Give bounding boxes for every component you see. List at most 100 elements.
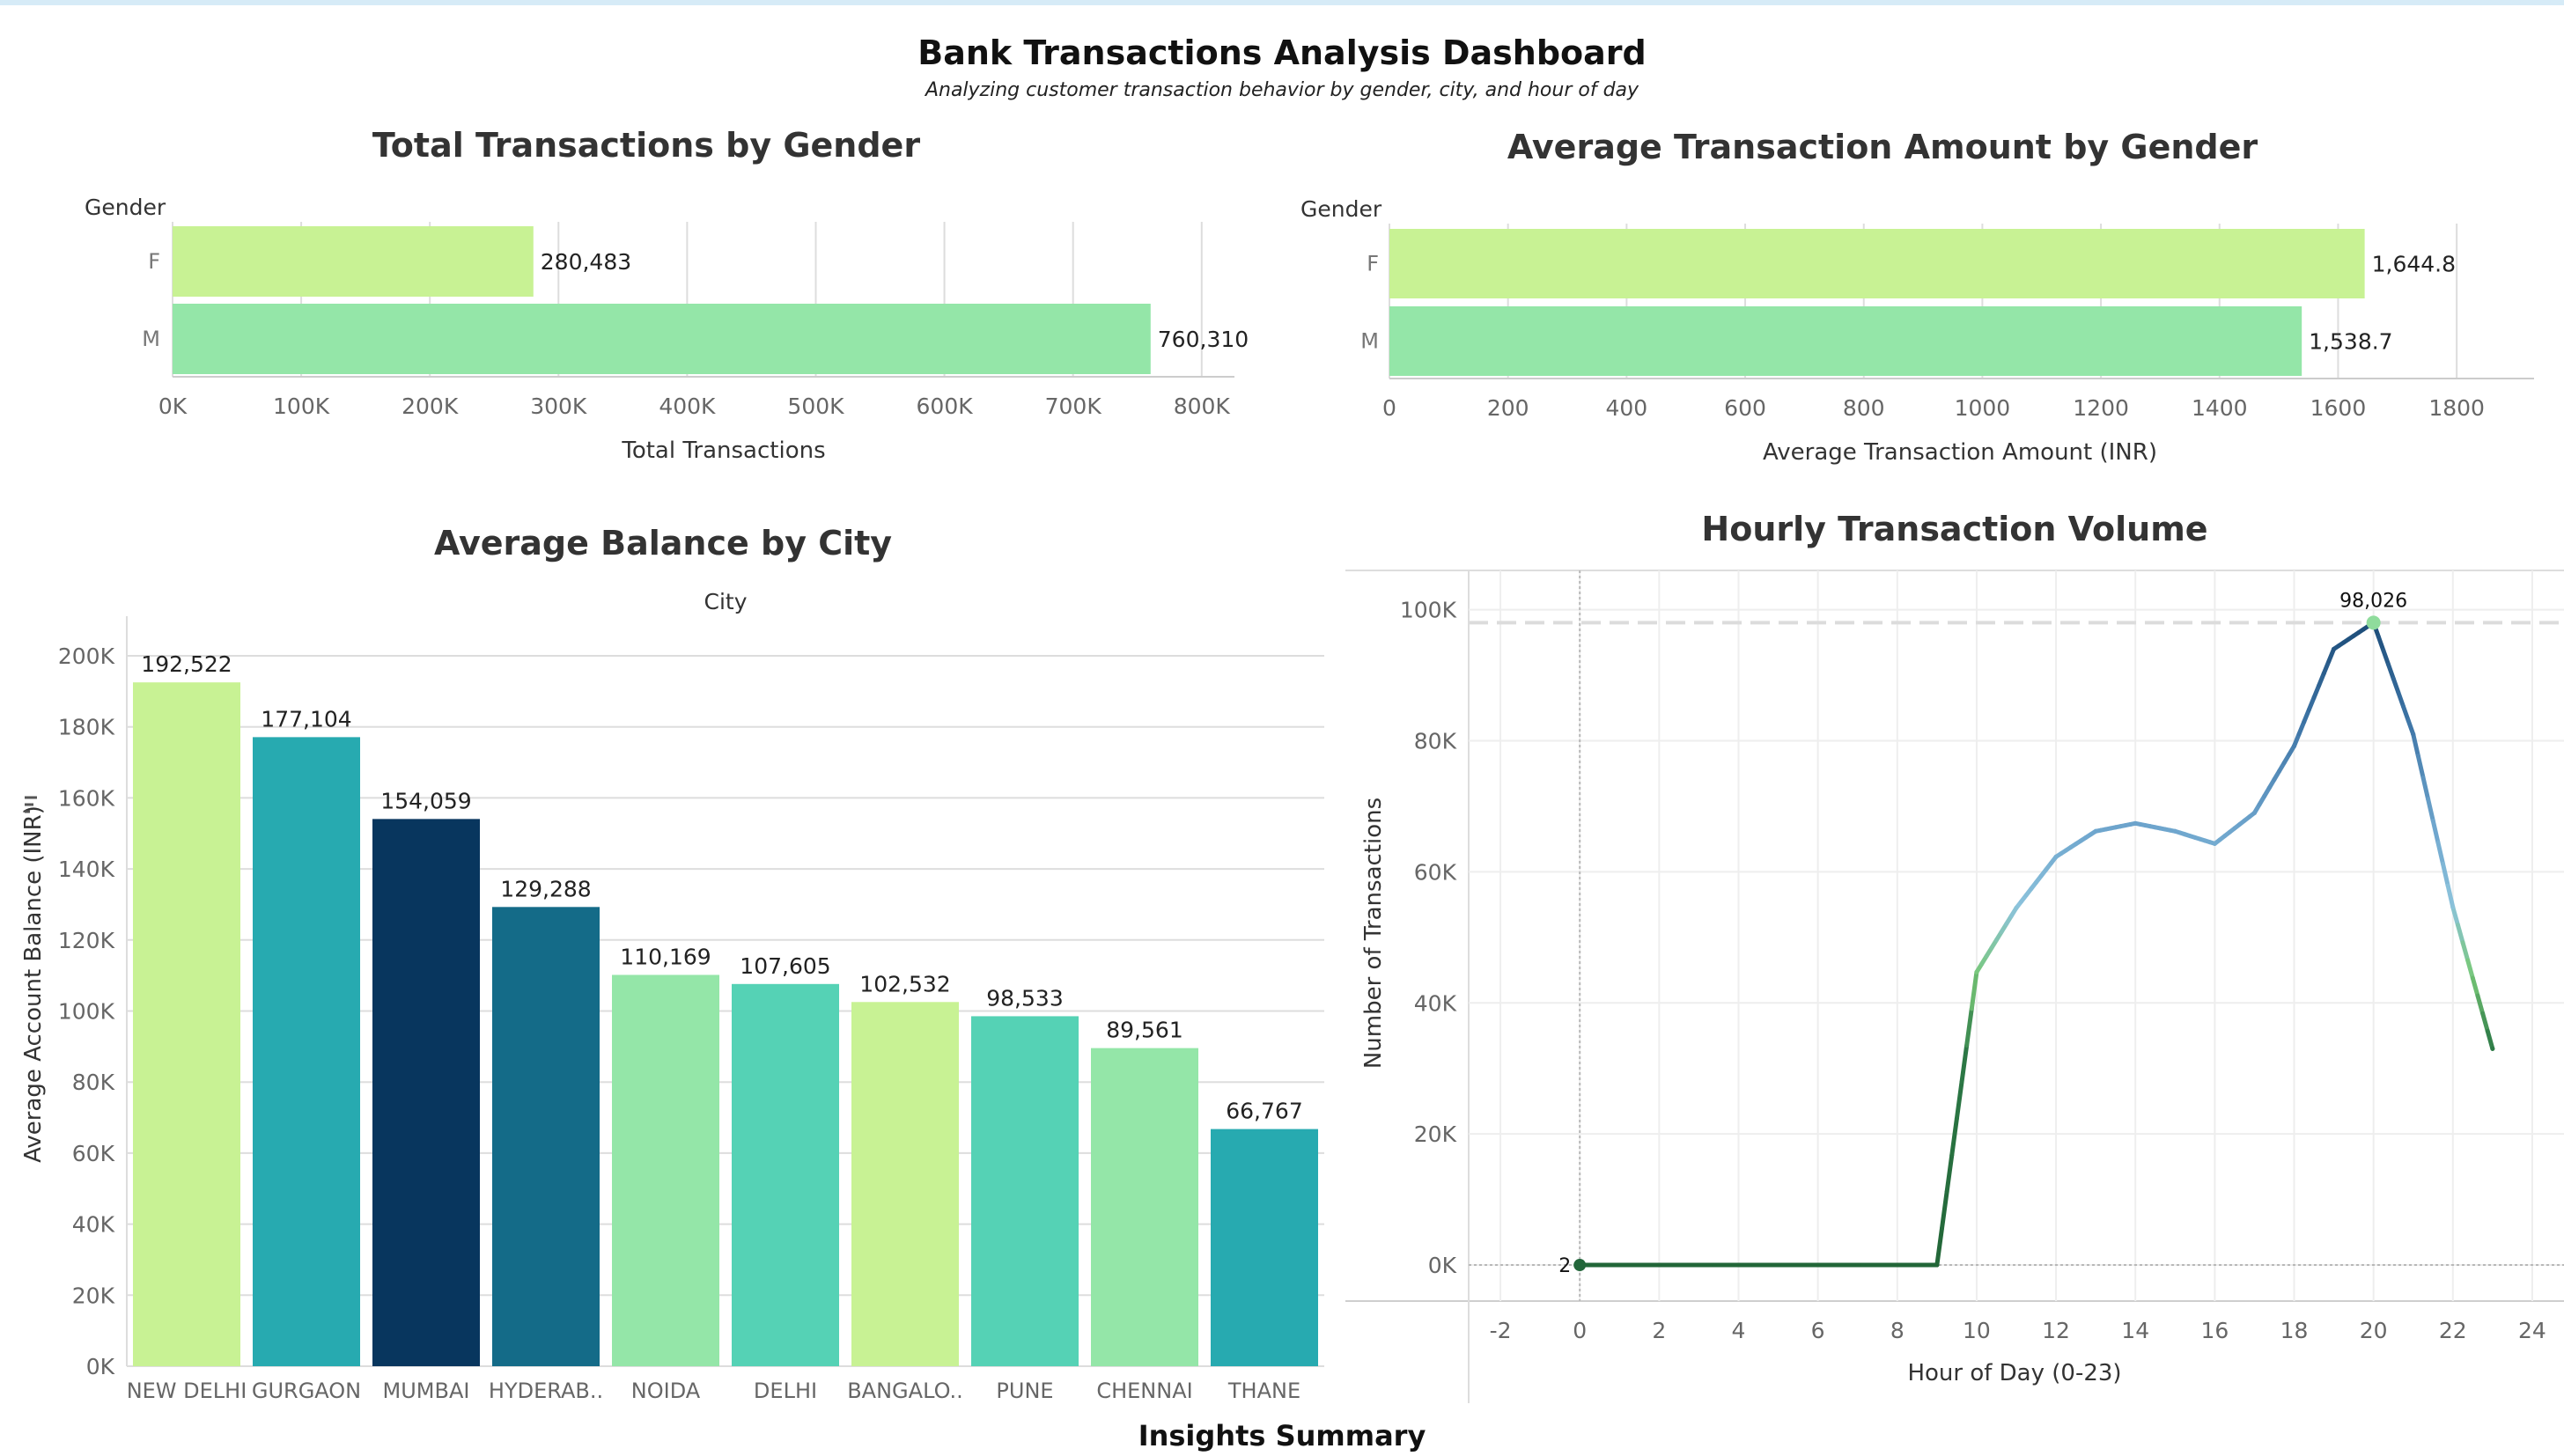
city-bar-chennai [1091, 1048, 1198, 1366]
hourly-x-tick-label: -2 [1490, 1318, 1512, 1343]
hourly-y-tick-label: 100K [1400, 598, 1457, 623]
city-bar-new-delhi [133, 682, 240, 1366]
hourly-x-tick-label: 24 [2518, 1318, 2546, 1343]
hourly-peak-label: 98,026 [2339, 590, 2407, 612]
gender-total-x-tick-label: 400K [659, 393, 716, 419]
gender-avg-x-tick-label: 1200 [2073, 395, 2129, 421]
city-category-label: PUNE [996, 1379, 1053, 1403]
hourly-data-point [2133, 820, 2138, 826]
hourly-data-point [2172, 828, 2177, 834]
hourly-peak-marker [2366, 615, 2381, 630]
city-y-tick-label: 80K [72, 1070, 115, 1095]
city-y-tick-label: 200K [58, 643, 115, 669]
gender-total-x-axis-title: Total Transactions [621, 438, 825, 464]
hourly-line-segment [2426, 797, 2435, 823]
hourly-y-tick-label: 20K [1414, 1121, 1457, 1147]
gender-avg-bar-f [1389, 229, 2365, 298]
city-bar-delhi [732, 983, 839, 1366]
gender-avg-category-label: F [1367, 252, 1379, 276]
hourly-line-segment [2415, 754, 2426, 780]
hourly-line-segment [2480, 1011, 2490, 1033]
gender-total-x-tick-label: 600K [917, 393, 974, 419]
hourly-data-point [2251, 810, 2257, 815]
city-value-label: 102,532 [859, 971, 950, 996]
city-y-axis-title: Average Account Balance (INR) [20, 805, 47, 1163]
city-category-label: NOIDA [631, 1379, 701, 1403]
gender-total-category-label: M [142, 327, 160, 351]
city-category-label: DELHI [754, 1379, 817, 1403]
gender-avg-category-label: M [1360, 329, 1379, 354]
city-y-tick-label: 40K [72, 1212, 115, 1238]
city-y-tick-label: 120K [58, 928, 115, 953]
gender-avg-title: Average Transaction Amount by Gender [1507, 128, 2258, 166]
hourly-line-segment [1969, 969, 1979, 1011]
hourly-line-segment [2450, 905, 2460, 928]
hourly-data-point [2450, 905, 2456, 910]
hourly-line-segment [2386, 662, 2396, 681]
city-chart-title: Average Balance by City [434, 524, 892, 563]
gender-avg-x-tick-label: 800 [1843, 395, 1885, 421]
city-value-label: 177,104 [261, 706, 351, 732]
city-bar-thane [1211, 1129, 1318, 1366]
hourly-x-tick-label: 10 [1963, 1318, 1991, 1343]
hourly-line-segment [1949, 1116, 1959, 1158]
hourly-line-segment [2400, 703, 2411, 723]
gender-total-x-tick-label: 800K [1174, 393, 1231, 419]
gender-total-value-label: 760,310 [1158, 327, 1249, 352]
hourly-line-segment [2406, 717, 2416, 737]
city-bar-bangalo [851, 1002, 959, 1366]
gender-avg-x-tick-label: 1400 [2192, 395, 2248, 421]
gender-avg-x-axis-title: Average Transaction Amount (INR) [1763, 439, 2157, 466]
city-value-label: 192,522 [141, 651, 232, 677]
hourly-x-tick-label: 22 [2439, 1318, 2467, 1343]
hourly-x-tick-label: 0 [1573, 1318, 1587, 1343]
city-category-label: CHENNAI [1096, 1379, 1192, 1403]
hourly-data-point [2014, 905, 2019, 910]
gender-total-category-label: F [148, 249, 160, 274]
city-category-label: MUMBAI [383, 1379, 470, 1403]
hourly-line-segment [2470, 975, 2480, 998]
hourly-min-label: 2 [1558, 1255, 1571, 1277]
dashboard-subtitle: Analyzing customer transaction behavior … [925, 79, 1639, 101]
city-bar-mumbai [372, 819, 480, 1366]
hourly-line-segment [1964, 1006, 1974, 1048]
hourly-data-point [1696, 1262, 1701, 1268]
hourly-data-point [2093, 828, 2098, 834]
hourly-data-point [2490, 1046, 2495, 1051]
hourly-data-point [2411, 732, 2416, 737]
city-value-label: 107,605 [740, 953, 830, 979]
city-value-label: 98,533 [986, 985, 1063, 1011]
hourly-x-tick-label: 20 [2360, 1318, 2388, 1343]
hourly-line-segment [1939, 1189, 1949, 1231]
hourly-data-point [1656, 1262, 1661, 1268]
hourly-line-segment [1959, 1043, 1970, 1085]
city-y-tick-label: 20K [72, 1283, 115, 1308]
hourly-line-segment [1954, 1079, 1964, 1121]
city-bar-gurgaon [253, 737, 360, 1366]
hourly-line-segment [2465, 958, 2475, 981]
city-y-tick-label: 100K [58, 999, 115, 1025]
hourly-min-marker [1573, 1259, 1587, 1272]
gender-avg-x-tick-label: 1800 [2428, 395, 2485, 421]
hourly-data-point [1895, 1262, 1900, 1268]
hourly-data-point [1974, 969, 1979, 974]
hourly-data-point [2292, 743, 2297, 748]
city-y-tick-label: 180K [58, 715, 115, 740]
gender-total-x-tick-label: 500K [787, 393, 844, 419]
city-value-label: 129,288 [500, 876, 591, 901]
hourly-line-segment [2411, 732, 2420, 759]
gender-total-value-label: 280,483 [541, 249, 631, 275]
hourly-data-point [1816, 1262, 1821, 1268]
hourly-x-tick-label: 8 [1890, 1318, 1905, 1343]
hourly-line-segment [2381, 648, 2391, 667]
city-value-label: 110,169 [620, 944, 711, 969]
hourly-data-point [2212, 841, 2217, 846]
hourly-data-point [1617, 1262, 1622, 1268]
gender-avg-value-label: 1,538.7 [2309, 329, 2392, 355]
hourly-line-segment [2441, 861, 2450, 888]
hourly-line-segment [2460, 940, 2471, 963]
gender-avg-x-tick-label: 400 [1606, 395, 1648, 421]
hourly-line-segment [2445, 883, 2456, 910]
hourly-x-tick-label: 12 [2042, 1318, 2070, 1343]
